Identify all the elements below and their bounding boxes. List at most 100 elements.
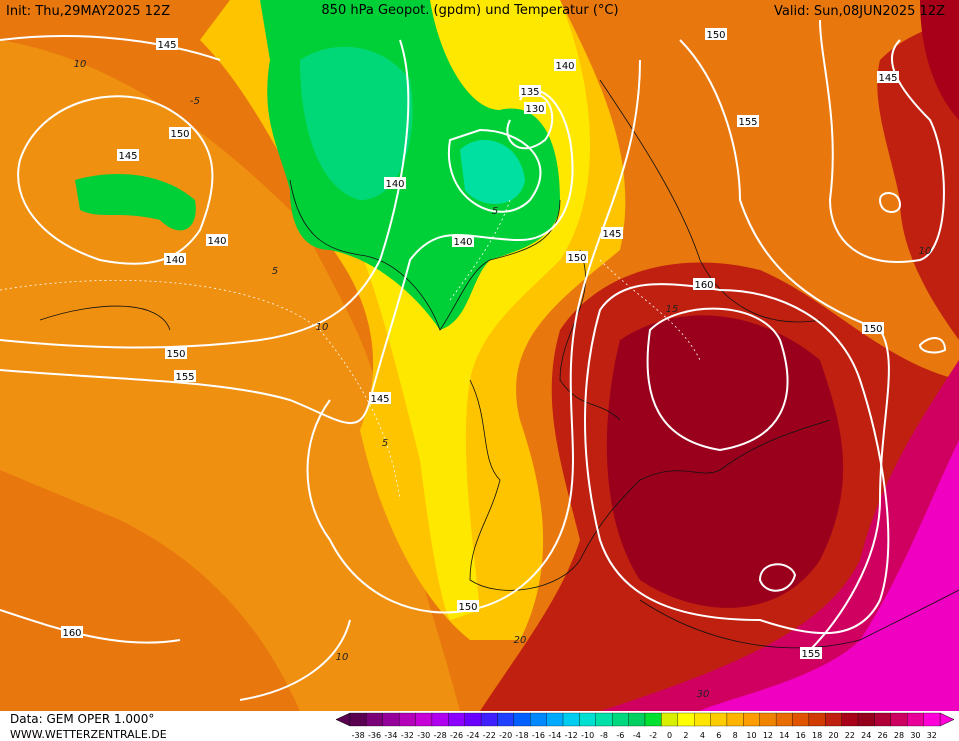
temperature-label: 10 — [74, 59, 87, 70]
cold-core — [300, 46, 413, 200]
colorbar-label: -16 — [532, 731, 545, 740]
contour-label-box — [705, 28, 727, 40]
colorbar-label: 8 — [733, 731, 738, 740]
contour-label-box — [601, 227, 623, 239]
colorbar-swatch — [382, 712, 400, 727]
hot-core — [920, 0, 959, 120]
contour-label-box — [165, 347, 187, 359]
contour-label: 160 — [694, 280, 713, 291]
colorbar-label: -32 — [401, 731, 414, 740]
colorbar-swatch — [874, 712, 891, 727]
colorbar-swatch — [907, 712, 924, 727]
contour-label-box — [369, 392, 391, 404]
colorbar: -38 -36 -34 -32 -30 -28 -26 -24 -22 -20 -18 -16 -14-… — [335, 712, 955, 740]
very-hot-zone — [600, 360, 959, 711]
temperature-label: 5 — [382, 438, 388, 449]
contour-label: 155 — [738, 117, 757, 128]
colorbar-swatch — [480, 712, 498, 727]
valid-time: Valid: Sun,08JUN2025 12Z — [774, 4, 945, 19]
temperature-contours — [0, 199, 701, 501]
geopotential-contours — [0, 19, 947, 701]
colorbar-label: -10 — [581, 731, 594, 740]
contour-label: 150 — [567, 253, 586, 264]
contour-label: 145 — [878, 73, 897, 84]
colorbar-swatch — [448, 712, 465, 727]
contour-label: 140 — [207, 236, 226, 247]
colorbar-label: 20 — [828, 731, 838, 740]
colorbar-label: 6 — [716, 731, 721, 740]
colorbar-swatch — [759, 712, 777, 727]
temperature-label: 5 — [492, 206, 498, 217]
temperature-label: 20 — [514, 635, 527, 646]
temperature-label: 10 — [316, 322, 329, 333]
contour-label-box — [164, 253, 186, 265]
map-title: 850 hPa Geopot. (gpdm) und Temperatur (°… — [321, 3, 618, 18]
contour-label: 130 — [525, 104, 544, 115]
colorbar-swatch — [497, 712, 515, 727]
contour-label-box — [156, 38, 178, 50]
colorbar-label: -12 — [565, 731, 578, 740]
colorbar-swatch — [366, 712, 383, 727]
colorbar-swatch — [399, 712, 416, 727]
colorbar-label: -34 — [384, 731, 397, 740]
colorbar-label: -6 — [616, 731, 624, 740]
colorbar-label: 12 — [763, 731, 773, 740]
colorbar-swatch — [726, 712, 744, 727]
contour-label-box — [169, 127, 191, 139]
colorbar-swatch — [546, 712, 564, 727]
colorbar-swatch — [579, 712, 596, 727]
contour-label: 145 — [602, 229, 621, 240]
colorbar-label: -26 — [450, 731, 463, 740]
colorbar-label: -28 — [434, 731, 447, 740]
temperature-label: 10 — [919, 246, 932, 257]
contour-label-box — [566, 251, 588, 263]
colorbar-label: -4 — [633, 731, 641, 740]
colorbar-label: 30 — [910, 731, 920, 740]
contour-label-box — [554, 59, 576, 71]
contour-label-box — [117, 149, 139, 161]
colorbar-swatch — [349, 712, 367, 727]
colorbar-label: -24 — [466, 731, 479, 740]
temperature-label: -5 — [190, 96, 200, 107]
colorbar-swatch — [694, 712, 711, 727]
contour-label-box — [519, 85, 541, 97]
data-source: Data: GEM OPER 1.000° — [10, 712, 154, 726]
colorbar-swatch — [595, 712, 613, 727]
cold-core — [460, 140, 525, 204]
colorbar-swatch — [743, 712, 760, 727]
contour-label: 145 — [157, 40, 176, 51]
colorbar-swatch — [612, 712, 629, 727]
contour-label-box — [61, 626, 83, 638]
colorbar-swatch — [841, 712, 859, 727]
contour-label-box — [862, 322, 884, 334]
temperature-label: 30 — [697, 689, 710, 700]
contour-label-box — [737, 115, 759, 127]
contour-label-box — [693, 278, 715, 290]
colorbar-swatch — [628, 712, 646, 727]
contour-label: 150 — [706, 30, 725, 41]
colorbar-label: 18 — [812, 731, 822, 740]
colorbar-label: 22 — [845, 731, 855, 740]
colorbar-label: 2 — [683, 731, 688, 740]
contour-label: 140 — [453, 237, 472, 248]
contour-label-box — [452, 235, 474, 247]
colorbar-label: -38 — [352, 731, 365, 740]
colorbar-swatch — [464, 712, 482, 727]
colorbar-label: -30 — [417, 731, 430, 740]
colorbar-swatch — [661, 712, 678, 727]
contour-label: 150 — [166, 349, 185, 360]
contour-label: 150 — [458, 602, 477, 613]
contour-label-box — [174, 370, 196, 382]
colorbar-swatch — [808, 712, 826, 727]
colorbar-label: -2 — [649, 731, 657, 740]
contour-label: 155 — [801, 649, 820, 660]
colorbar-label: 16 — [796, 731, 806, 740]
contour-label: 155 — [175, 372, 194, 383]
colorbar-label: 28 — [894, 731, 904, 740]
very-hot-core — [700, 440, 959, 711]
colorbar-label: -36 — [368, 731, 381, 740]
coastlines — [39, 79, 959, 649]
colorbar-swatch — [710, 712, 728, 727]
contour-label: 160 — [62, 628, 81, 639]
colorbar-swatch — [825, 712, 842, 727]
